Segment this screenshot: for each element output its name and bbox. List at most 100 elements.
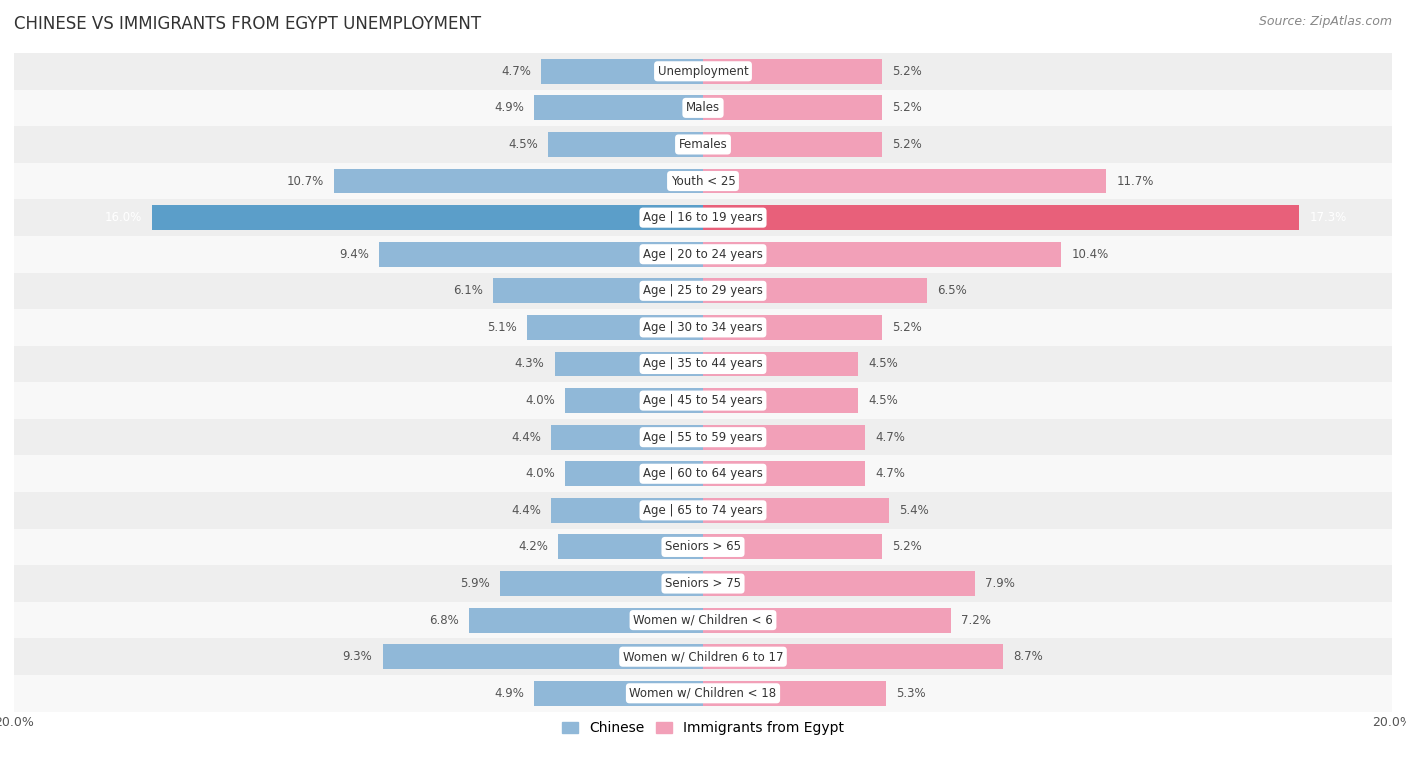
Text: 5.1%: 5.1% <box>488 321 517 334</box>
Text: 6.1%: 6.1% <box>453 285 482 298</box>
Bar <box>703 241 1062 266</box>
Text: Youth < 25: Youth < 25 <box>671 175 735 188</box>
Text: Age | 65 to 74 years: Age | 65 to 74 years <box>643 504 763 517</box>
Bar <box>703 205 1299 230</box>
Text: Women w/ Children 6 to 17: Women w/ Children 6 to 17 <box>623 650 783 663</box>
Bar <box>14 456 1392 492</box>
Bar <box>534 681 703 706</box>
Text: Seniors > 75: Seniors > 75 <box>665 577 741 590</box>
Bar <box>703 95 882 120</box>
Bar <box>14 346 1392 382</box>
Text: Unemployment: Unemployment <box>658 65 748 78</box>
Bar <box>14 199 1392 236</box>
Text: Age | 35 to 44 years: Age | 35 to 44 years <box>643 357 763 370</box>
Bar <box>558 534 703 559</box>
Text: Age | 20 to 24 years: Age | 20 to 24 years <box>643 248 763 260</box>
Text: 4.0%: 4.0% <box>524 467 555 480</box>
Bar <box>14 565 1392 602</box>
Bar <box>703 59 882 84</box>
Bar <box>703 608 950 633</box>
Text: Males: Males <box>686 101 720 114</box>
Bar <box>14 126 1392 163</box>
Text: 4.4%: 4.4% <box>512 504 541 517</box>
Text: 7.9%: 7.9% <box>986 577 1015 590</box>
Bar <box>382 644 703 669</box>
Bar <box>335 169 703 194</box>
Text: 9.3%: 9.3% <box>343 650 373 663</box>
Bar <box>14 528 1392 565</box>
Text: 11.7%: 11.7% <box>1116 175 1154 188</box>
Bar <box>14 89 1392 126</box>
Bar <box>703 315 882 340</box>
Text: 5.2%: 5.2% <box>893 321 922 334</box>
Text: 9.4%: 9.4% <box>339 248 368 260</box>
Text: 4.0%: 4.0% <box>524 394 555 407</box>
Bar <box>703 388 858 413</box>
Bar <box>703 644 1002 669</box>
Bar <box>534 95 703 120</box>
Text: 4.5%: 4.5% <box>869 357 898 370</box>
Text: Seniors > 65: Seniors > 65 <box>665 540 741 553</box>
Text: Age | 55 to 59 years: Age | 55 to 59 years <box>643 431 763 444</box>
Text: 5.2%: 5.2% <box>893 65 922 78</box>
Bar <box>551 498 703 523</box>
Bar <box>555 351 703 376</box>
Text: 5.3%: 5.3% <box>896 687 925 699</box>
Text: 17.3%: 17.3% <box>1309 211 1347 224</box>
Text: 4.5%: 4.5% <box>508 138 537 151</box>
Text: 4.9%: 4.9% <box>494 687 524 699</box>
Text: 5.2%: 5.2% <box>893 101 922 114</box>
Bar <box>14 163 1392 199</box>
Text: Females: Females <box>679 138 727 151</box>
Text: 4.2%: 4.2% <box>519 540 548 553</box>
Text: Age | 60 to 64 years: Age | 60 to 64 years <box>643 467 763 480</box>
Text: Age | 25 to 29 years: Age | 25 to 29 years <box>643 285 763 298</box>
Text: 4.5%: 4.5% <box>869 394 898 407</box>
Text: 10.4%: 10.4% <box>1071 248 1109 260</box>
Bar <box>14 309 1392 346</box>
Text: 6.8%: 6.8% <box>429 614 458 627</box>
Bar <box>703 132 882 157</box>
Text: Age | 30 to 34 years: Age | 30 to 34 years <box>643 321 763 334</box>
Text: 4.7%: 4.7% <box>501 65 531 78</box>
Text: 5.2%: 5.2% <box>893 540 922 553</box>
Bar <box>565 388 703 413</box>
Text: Source: ZipAtlas.com: Source: ZipAtlas.com <box>1258 15 1392 28</box>
Bar <box>499 571 703 596</box>
Text: 5.9%: 5.9% <box>460 577 489 590</box>
Text: 4.7%: 4.7% <box>875 467 905 480</box>
Bar <box>14 638 1392 675</box>
Bar <box>14 602 1392 638</box>
Text: Women w/ Children < 18: Women w/ Children < 18 <box>630 687 776 699</box>
Bar <box>14 419 1392 456</box>
Text: 10.7%: 10.7% <box>287 175 323 188</box>
Text: 6.5%: 6.5% <box>938 285 967 298</box>
Bar <box>703 534 882 559</box>
Bar <box>551 425 703 450</box>
Bar <box>14 675 1392 712</box>
Bar <box>703 571 976 596</box>
Bar <box>703 461 865 486</box>
Bar <box>380 241 703 266</box>
Text: 16.0%: 16.0% <box>104 211 142 224</box>
Bar <box>703 425 865 450</box>
Bar <box>548 132 703 157</box>
Text: 5.2%: 5.2% <box>893 138 922 151</box>
Text: 4.9%: 4.9% <box>494 101 524 114</box>
Bar <box>494 279 703 304</box>
Text: 4.3%: 4.3% <box>515 357 544 370</box>
Bar <box>541 59 703 84</box>
Bar <box>468 608 703 633</box>
Text: CHINESE VS IMMIGRANTS FROM EGYPT UNEMPLOYMENT: CHINESE VS IMMIGRANTS FROM EGYPT UNEMPLO… <box>14 15 481 33</box>
Bar <box>703 279 927 304</box>
Text: 7.2%: 7.2% <box>962 614 991 627</box>
Bar <box>703 351 858 376</box>
Bar <box>14 236 1392 273</box>
Bar <box>14 382 1392 419</box>
Text: 5.4%: 5.4% <box>900 504 929 517</box>
Text: 4.4%: 4.4% <box>512 431 541 444</box>
Text: Age | 16 to 19 years: Age | 16 to 19 years <box>643 211 763 224</box>
Bar <box>703 498 889 523</box>
Text: Women w/ Children < 6: Women w/ Children < 6 <box>633 614 773 627</box>
Bar <box>14 53 1392 89</box>
